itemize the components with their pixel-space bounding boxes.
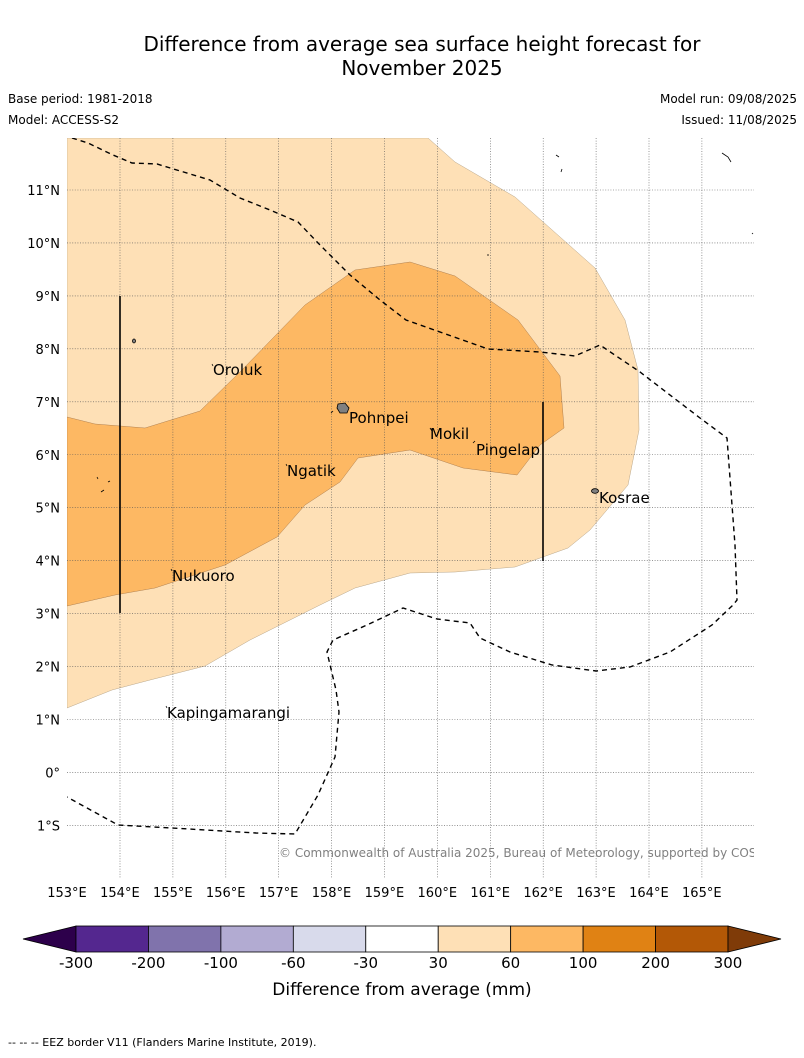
longitude-label: 160°E	[418, 886, 458, 901]
copyright-notice: © Commonwealth of Australia 2025, Bureau…	[279, 846, 784, 860]
map-area: Oroluk Pohnpei Mokil Pingelap Ngatik Kosrae Nu…	[67, 138, 784, 878]
longitude-label: 155°E	[153, 886, 193, 901]
longitude-label: 162°E	[523, 886, 563, 901]
colorbar-segment	[437, 925, 512, 953]
place-label-kapingamarangi: Kapingamarangi	[167, 704, 290, 722]
place-label-oroluk: Oroluk	[213, 361, 262, 379]
colorbar	[22, 925, 782, 953]
longitude-label: 156°E	[206, 886, 246, 901]
colorbar-tick-label: -200	[131, 954, 165, 972]
map-title: Difference from average sea surface heig…	[0, 32, 804, 80]
latitude-label: 10°N	[27, 237, 60, 252]
colorbar-tick-label: 200	[641, 954, 670, 972]
base-period: Base period: 1981-2018	[8, 92, 153, 106]
eez-legend-footer: -- -- -- EEZ border V11 (Flanders Marine…	[8, 1036, 317, 1049]
place-label-kosrae: Kosrae	[599, 489, 650, 507]
colorbar-segment	[292, 925, 367, 953]
longitude-label: 161°E	[470, 886, 510, 901]
longitude-label: 157°E	[259, 886, 299, 901]
model-name: Model: ACCESS-S2	[8, 113, 120, 127]
kosrae-island	[591, 488, 599, 494]
longitude-label: 165°E	[682, 886, 722, 901]
place-labels: Oroluk Pohnpei Mokil Pingelap Ngatik Kosrae Nu…	[167, 361, 650, 722]
latitude-label: 5°N	[36, 502, 61, 517]
latitude-label: 6°N	[36, 449, 61, 464]
colorbar-tick-label: 60	[501, 954, 520, 972]
colorbar-tick-label: -60	[281, 954, 306, 972]
colorbar-segment	[365, 925, 439, 953]
latitude-label: 9°N	[36, 290, 61, 305]
latitude-label: 1°N	[36, 714, 61, 729]
model-run: Model run: 09/08/2025	[659, 92, 797, 106]
longitude-label: 158°E	[312, 886, 352, 901]
place-label-ngatik: Ngatik	[287, 462, 336, 480]
latitude-label: 11°N	[27, 184, 60, 199]
longitude-label: 159°E	[365, 886, 405, 901]
colorbar-tick-label: 300	[714, 954, 743, 972]
colorbar-segment	[75, 925, 149, 953]
colorbar-segment	[220, 925, 294, 953]
latitude-label: 4°N	[36, 555, 61, 570]
latitude-label: 1°S	[37, 819, 60, 834]
longitude-labels: 153°E 154°E 155°E 156°E 157°E 158°E 159°E 160°E…	[47, 886, 721, 901]
colorbar-tick-label: 100	[569, 954, 598, 972]
longitude-label: 164°E	[629, 886, 669, 901]
eez-border	[67, 138, 738, 835]
latitude-label: 2°N	[36, 661, 61, 676]
pohnpei-island	[336, 402, 350, 414]
latitude-labels: 11°N 10°N 9°N 8°N 7°N 6°N 5°N 4°N 3°N 2°N 1°N 0° 1°S	[27, 184, 60, 834]
place-label-nukuoro: Nukuoro	[172, 567, 235, 585]
latitude-label: 0°	[45, 766, 60, 781]
latitude-label: 8°N	[36, 343, 61, 358]
colorbar-segment	[582, 925, 656, 953]
colorbar-segment	[148, 925, 222, 953]
place-label-mokil: Mokil	[430, 425, 469, 443]
title-line-1: Difference from average sea surface heig…	[143, 32, 701, 56]
islands	[132, 338, 599, 494]
title-line-2: November 2025	[341, 56, 503, 80]
colorbar-segment	[655, 925, 729, 953]
colorbar-tick-label: -300	[59, 954, 93, 972]
colorbar-under-arrow	[22, 925, 77, 953]
small-island	[132, 338, 136, 344]
longitude-label: 154°E	[100, 886, 140, 901]
colorbar-over-arrow	[727, 925, 782, 953]
colorbar-label: Difference from average (mm)	[272, 980, 531, 1000]
latitude-label: 3°N	[36, 608, 61, 623]
place-label-pingelap: Pingelap	[476, 441, 540, 459]
longitude-label: 153°E	[47, 886, 87, 901]
place-label-pohnpei: Pohnpei	[349, 409, 409, 427]
longitude-label: 163°E	[576, 886, 616, 901]
latitude-label: 7°N	[36, 396, 61, 411]
colorbar-tick-label: -100	[204, 954, 238, 972]
colorbar-tick-labels: -300 -200 -100 -60 -30 30 60 100 200 300	[59, 954, 742, 972]
issued-date: Issued: 11/08/2025	[681, 113, 797, 127]
colorbar-tick-label: 30	[429, 954, 448, 972]
colorbar-tick-label: -30	[354, 954, 379, 972]
atoll-marks	[96, 152, 754, 709]
anomaly-band-60-100	[67, 261, 565, 607]
colorbar-segment	[510, 925, 584, 953]
